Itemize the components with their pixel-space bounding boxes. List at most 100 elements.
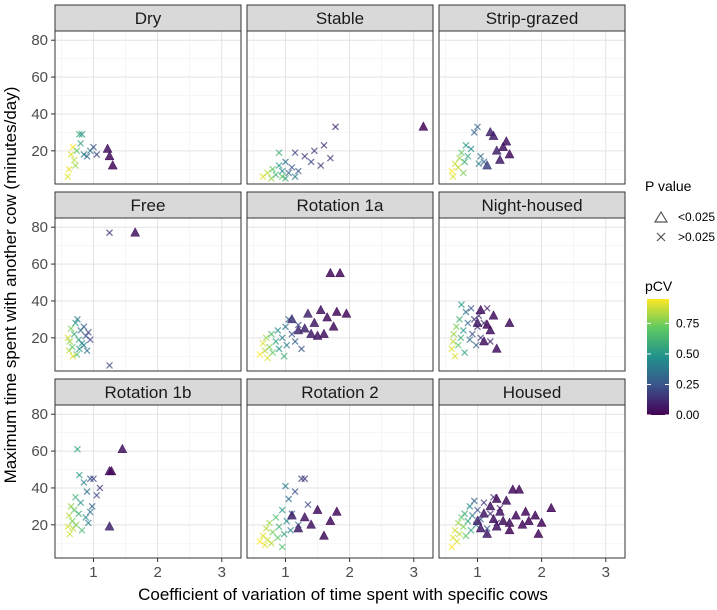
point-nonsignificant [269,165,277,173]
point-nonsignificant [261,541,269,549]
point-significant [299,323,310,333]
point-nonsignificant [88,502,96,510]
color-bar-tick-label: 0.00 [676,408,700,422]
point-significant [335,267,345,278]
x-tick-label: 3 [410,564,418,581]
point-nonsignificant [84,519,92,527]
facet-title: Housed [503,383,562,402]
x-axis-title: Coefficient of variation of time spent w… [138,585,548,604]
point-nonsignificant [278,506,286,514]
point-significant [488,310,499,320]
point-nonsignificant [82,513,90,521]
point-nonsignificant [278,543,286,551]
point-nonsignificant [68,343,76,351]
legend-cross-symbol [656,232,666,242]
point-nonsignificant [86,147,94,155]
facet-panel: Strip-grazed [438,4,626,185]
point-nonsignificant [282,323,289,331]
point-nonsignificant [304,501,312,509]
point-significant [514,484,525,494]
color-bar-tick-label: 0.75 [676,316,700,330]
point-nonsignificant [65,512,73,520]
point-nonsignificant [80,341,88,349]
point-nonsignificant [288,163,296,171]
point-significant [102,143,113,153]
point-nonsignificant [461,158,469,166]
facet-panel: Rotation 1a [246,191,434,372]
color-bar-tick-label: 0.25 [676,377,700,391]
facet-strip [246,191,434,219]
point-significant [106,465,117,476]
point-significant [299,511,310,522]
point-nonsignificant [66,530,74,538]
point-nonsignificant [280,352,288,360]
point-significant [130,227,141,237]
point-significant [303,308,313,318]
point-significant [104,150,115,161]
point-nonsignificant [462,141,470,149]
y-tick-label: 20 [31,143,48,160]
point-nonsignificant [96,484,104,492]
point-nonsignificant [274,534,282,542]
point-nonsignificant [453,537,461,545]
point-significant [341,308,352,318]
panel-background [247,405,433,558]
point-significant [104,521,115,531]
point-nonsignificant [283,341,291,349]
point-nonsignificant [84,328,92,336]
x-tick-label: 1 [89,564,97,581]
point-significant [491,521,502,531]
point-nonsignificant [470,497,478,505]
point-significant [491,493,502,503]
point-nonsignificant [83,488,91,496]
point-nonsignificant [80,323,88,331]
panel-background [247,31,433,184]
color-bar-ticks: 0.75 0.50 0.25 0.00 [647,316,700,422]
point-significant [107,160,118,170]
point-nonsignificant [450,330,458,338]
facet-title: Stable [316,9,364,28]
point-nonsignificant [459,169,467,177]
point-nonsignificant [272,338,280,345]
point-nonsignificant [282,158,289,166]
point-nonsignificant [464,319,472,327]
point-nonsignificant [468,512,476,520]
point-nonsignificant [106,362,113,369]
point-nonsignificant [73,147,81,155]
y-tick-label: 60 [31,256,48,273]
point-nonsignificant [264,169,271,177]
point-nonsignificant [459,326,467,334]
point-significant [504,524,515,535]
point-nonsignificant [272,171,280,179]
point-nonsignificant [307,158,315,166]
facet-title: Strip-grazed [486,9,579,28]
point-nonsignificant [472,341,480,349]
point-nonsignificant [477,152,485,160]
panel-background [55,218,241,371]
point-nonsignificant [77,499,85,507]
panel-background [439,218,625,371]
point-nonsignificant [466,336,474,344]
point-nonsignificant [456,315,463,323]
y-tick-label: 80 [31,32,48,49]
point-significant [488,513,499,524]
point-nonsignificant [461,349,469,357]
point-significant [530,510,541,520]
point-nonsignificant [454,519,462,527]
point-nonsignificant [80,151,88,158]
point-nonsignificant [64,173,72,181]
point-nonsignificant [456,530,463,538]
point-significant [536,517,547,527]
point-nonsignificant [287,526,295,534]
point-nonsignificant [83,152,91,160]
point-nonsignificant [291,488,299,496]
facet-panel: Free 20 40 60 80 [31,191,242,372]
point-significant [319,530,329,540]
point-significant [546,502,557,512]
facet-title: Rotation 1a [297,196,384,215]
point-nonsignificant [459,523,467,531]
x-tick-label: 3 [602,564,610,581]
point-nonsignificant [310,147,318,155]
legend-label-sig: <0.025 [678,210,715,224]
y-axis-title: Maximum time spent with another cow (min… [1,87,20,484]
